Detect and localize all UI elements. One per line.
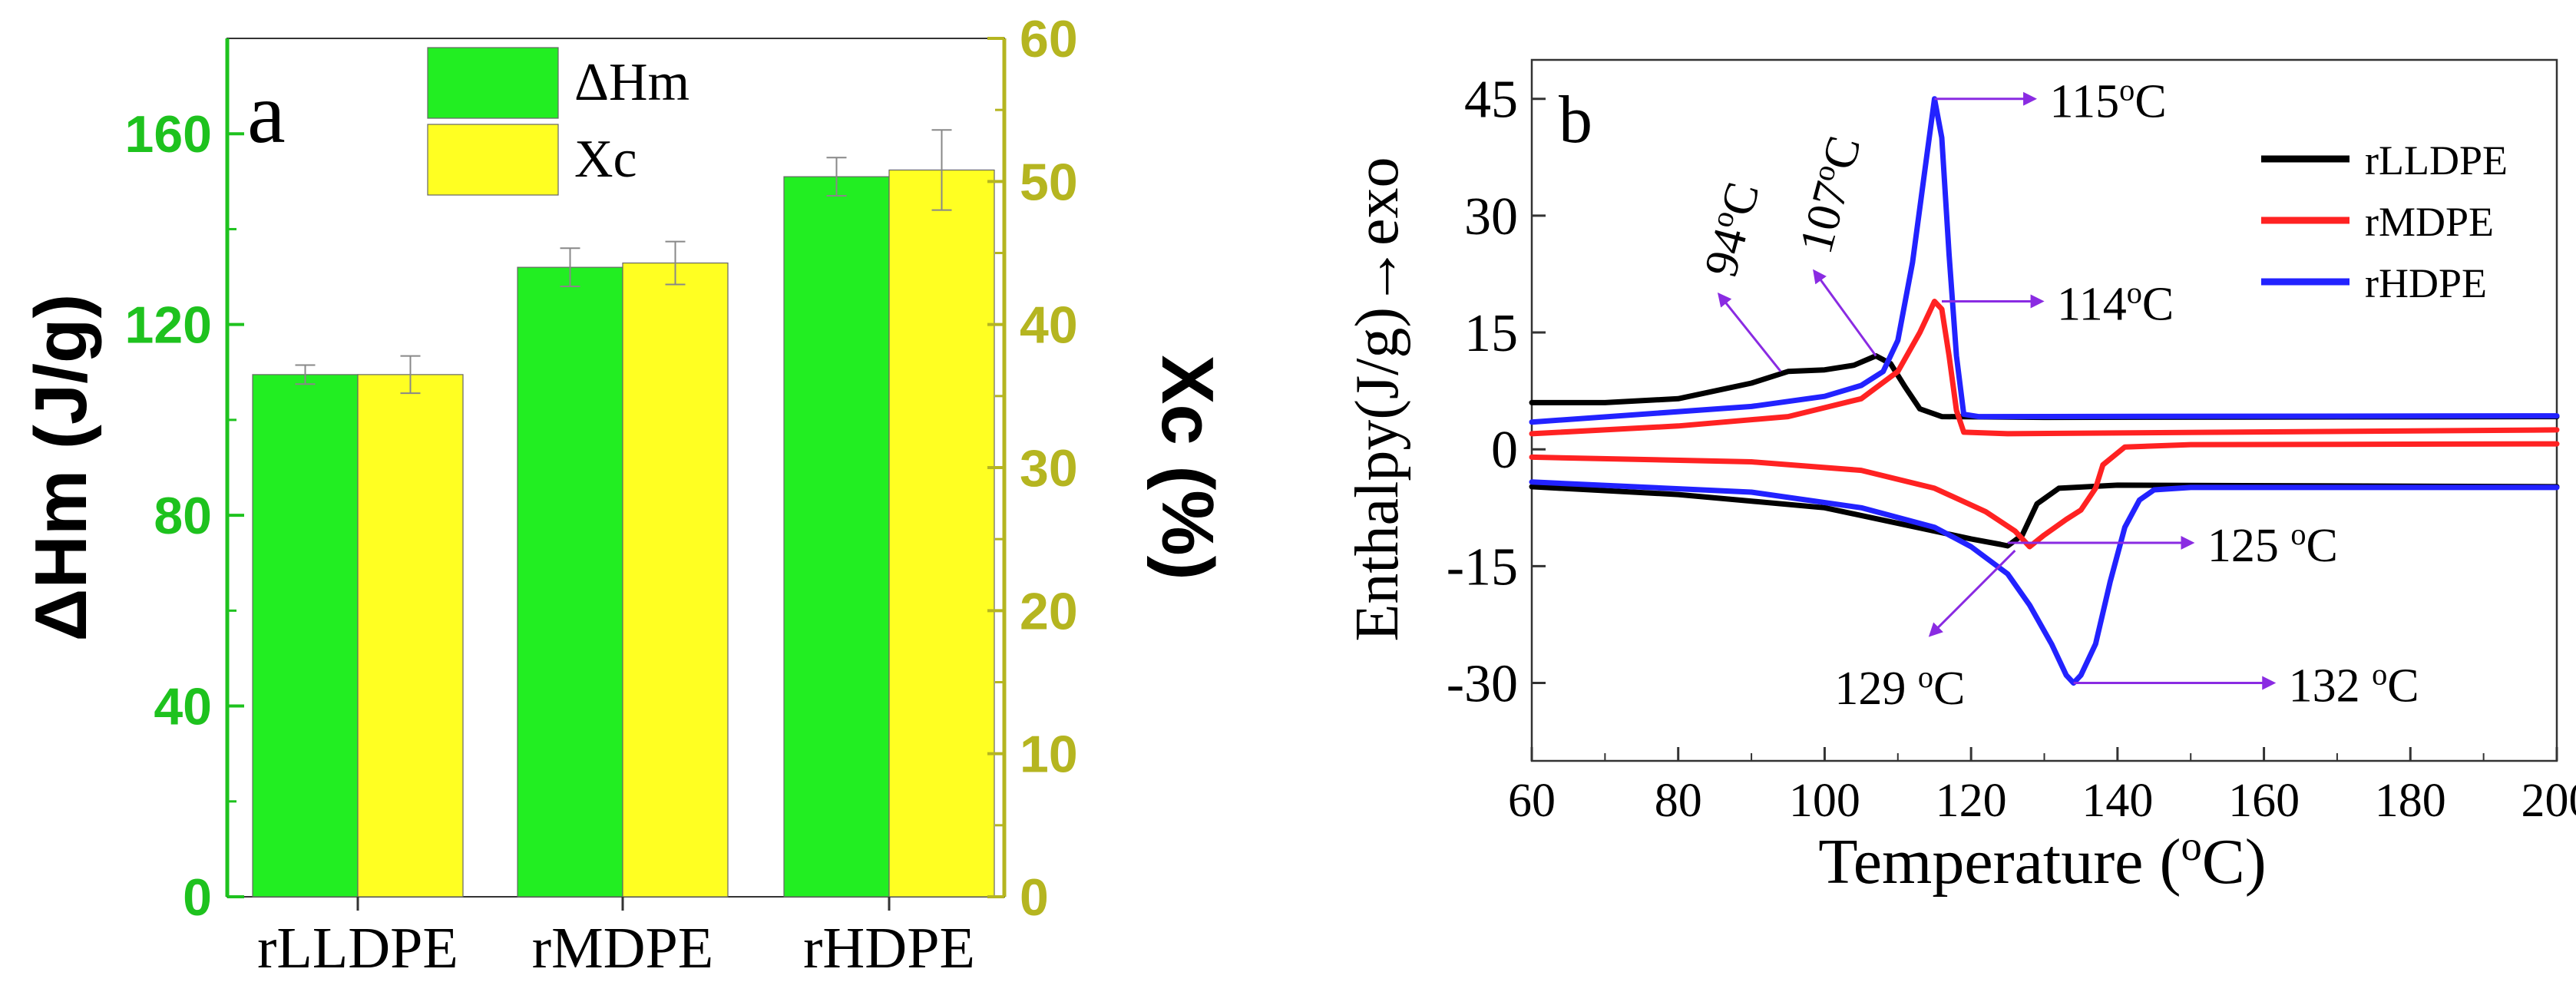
panel-b-legend: rLLDPE rMDPE rHDPE [2261, 137, 2508, 306]
category-label-rlldpe: rLLDPE [257, 916, 458, 980]
annotation-115c: 115oC [1934, 72, 2167, 128]
panel-a-left-axis: 0 40 80 120 160 [125, 38, 244, 927]
y-axis-tick-label: 30 [1464, 187, 1518, 246]
curve-rhdpe-melting [1529, 479, 2560, 686]
bar-hm-rhdpe [783, 176, 890, 898]
right-axis-tick-label: 60 [1020, 10, 1078, 68]
panel-a-y-axis-title: ΔHm (J/g) [20, 294, 102, 642]
annotation-arrow [1717, 292, 1782, 372]
annotation-label: 94oC [1691, 176, 1770, 282]
x-axis-tick-label: 140 [2082, 775, 2153, 827]
annotation-label: 125 oC [2207, 516, 2338, 572]
annotation-107c: 107oC [1787, 130, 1877, 357]
annotation-125c: 125 oC [2007, 516, 2338, 572]
right-axis-tick-label: 30 [1020, 439, 1078, 498]
right-axis-tick-label: 20 [1020, 582, 1078, 640]
x-axis-tick-label: 120 [1936, 775, 2007, 827]
bar-hm-rmdpe [517, 266, 623, 898]
panel-a-right-axis: 0 10 20 30 40 50 60 [987, 10, 1078, 927]
bar-xc-rhdpe [888, 169, 995, 898]
annotation-arrow [1928, 550, 2016, 637]
annotation-129c: 129 oC [1834, 550, 2016, 716]
panel-b-y-axis-title: Enthalpy(J/g)→exo [1344, 157, 1411, 642]
panel-a-bar-chart: 0 40 80 120 160 0 10 20 30 40 50 60 rLLDPE rMDPE rHD… [20, 10, 1228, 980]
curve-rhdpe-crystallization [1529, 96, 2560, 425]
annotation-label: 107oC [1787, 130, 1871, 259]
panel-a-label: a [247, 66, 286, 161]
curve-rmdpe-crystallization [1529, 299, 2560, 437]
annotation-label: 115oC [2049, 72, 2166, 128]
annotation-94c: 94oC [1691, 176, 1782, 372]
error-bar-hm-rhdpe [826, 157, 847, 197]
panel-a-legend: ΔHm Xc [427, 47, 689, 196]
bar-xc-rlldpe [357, 374, 464, 898]
panel-b-curves [1529, 96, 2560, 686]
legend-label-rlldpe: rLLDPE [2365, 137, 2508, 184]
x-axis-tick-label: 60 [1508, 775, 1556, 827]
annotation-label: 129 oC [1834, 660, 1965, 716]
x-axis-tick-label: 200 [2521, 775, 2576, 827]
annotation-132c: 132 oC [2073, 656, 2419, 713]
right-axis-tick-label: 40 [1020, 296, 1078, 355]
annotation-114c: 114oC [1942, 275, 2174, 331]
error-bar-hm-rmdpe [560, 247, 580, 287]
error-bar-xc-rmdpe [665, 240, 686, 286]
annotation-label: 132 oC [2289, 656, 2419, 713]
left-axis-tick-label: 40 [154, 678, 212, 736]
left-axis-tick-label: 0 [183, 868, 212, 927]
error-bar-hm-rlldpe [295, 364, 316, 385]
legend-label-rhdpe: rHDPE [2365, 260, 2487, 306]
legend-swatch-hm [427, 47, 559, 119]
bar-xc-rmdpe [622, 262, 729, 898]
y-axis-tick-label: 15 [1464, 304, 1518, 363]
bar-hm-rlldpe [252, 374, 359, 898]
left-axis-tick-label: 160 [125, 105, 212, 164]
error-bar-xc-rhdpe [931, 129, 952, 211]
panel-a-bars [252, 129, 995, 898]
panel-a-y2-axis-title: Xc (%) [1146, 355, 1228, 580]
annotation-label: 114oC [2057, 275, 2174, 331]
x-axis-tick-label: 160 [2228, 775, 2300, 827]
curve-rmdpe-melting [1529, 441, 2560, 550]
right-axis-tick-label: 10 [1020, 726, 1078, 784]
curve-rlldpe-crystallization [1529, 353, 2560, 421]
curve-rlldpe-melting [1529, 482, 2560, 549]
panel-b-x-axis-title: Temperature (oC) [1818, 822, 2266, 898]
x-axis-tick-label: 80 [1655, 775, 1702, 827]
left-axis-tick-label: 120 [125, 296, 212, 355]
y-axis-tick-label: 45 [1464, 71, 1518, 130]
legend-label-xc: Xc [574, 130, 637, 189]
category-label-rhdpe: rHDPE [803, 916, 975, 980]
panel-b-axes: 60 80 100 120 140 160 180 200 -30 -15 0 15 30 45 [1447, 71, 2576, 827]
x-axis-tick-label: 100 [1789, 775, 1860, 827]
error-bar-xc-rlldpe [400, 355, 421, 395]
y-axis-tick-label: 0 [1491, 421, 1518, 480]
y-axis-tick-label: -15 [1447, 537, 1518, 597]
panel-b-label: b [1559, 83, 1592, 157]
category-label-rmdpe: rMDPE [532, 916, 713, 980]
annotation-arrow [1813, 269, 1877, 357]
panel-b-line-chart: 60 80 100 120 140 160 180 200 -30 -15 0 15 30 45 115o… [1344, 58, 2576, 898]
panel-a-category-labels: rLLDPE rMDPE rHDPE [257, 897, 975, 980]
y-axis-tick-label: -30 [1447, 655, 1518, 714]
legend-label-rmdpe: rMDPE [2365, 199, 2494, 245]
legend-label-hm: ΔHm [574, 53, 689, 112]
legend-swatch-xc [427, 124, 559, 196]
x-axis-tick-label: 180 [2375, 775, 2446, 827]
left-axis-tick-label: 80 [154, 487, 212, 545]
right-axis-tick-label: 50 [1020, 153, 1078, 211]
right-axis-tick-label: 0 [1020, 868, 1049, 927]
